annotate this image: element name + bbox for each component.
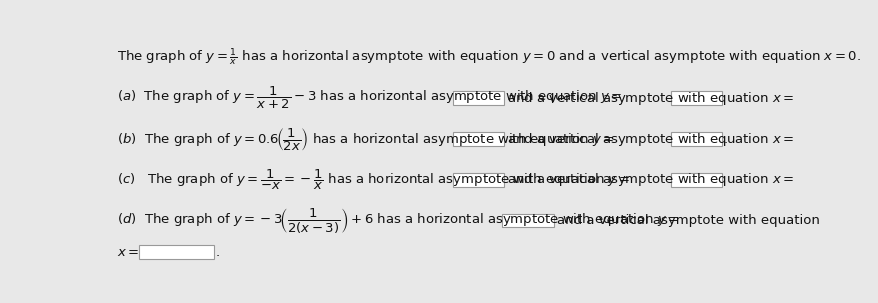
Text: and a vertical asymptote with equation $x =$: and a vertical asymptote with equation $… (507, 90, 794, 107)
Text: and a vertical asymptote with equation $x =$: and a vertical asymptote with equation $… (507, 171, 794, 188)
Text: and a vertical asymptote with equation $x =$: and a vertical asymptote with equation $… (507, 131, 794, 148)
Text: $(d)$  The graph of $y = -3\!\left(\dfrac{1}{2(x-3)}\right) + 6$ has a horizonta: $(d)$ The graph of $y = -3\!\left(\dfrac… (117, 206, 678, 235)
Text: .: . (723, 132, 727, 145)
Text: The graph of $y = \frac{1}{x}$ has a horizontal asymptote with equation $y = 0$ : The graph of $y = \frac{1}{x}$ has a hor… (117, 46, 860, 67)
FancyBboxPatch shape (670, 132, 722, 146)
Text: $x =$: $x =$ (117, 246, 139, 259)
FancyBboxPatch shape (452, 92, 504, 105)
FancyBboxPatch shape (139, 245, 214, 259)
FancyBboxPatch shape (452, 132, 504, 146)
FancyBboxPatch shape (501, 214, 553, 228)
Text: $(c)$   The graph of $y = \dfrac{1}{-x} = -\dfrac{1}{x}$ has a horizontal asympt: $(c)$ The graph of $y = \dfrac{1}{-x} = … (117, 168, 629, 192)
Text: $(b)$  The graph of $y = 0.6\!\left(\dfrac{1}{2x}\right)$ has a horizontal asymp: $(b)$ The graph of $y = 0.6\!\left(\dfra… (117, 125, 614, 152)
FancyBboxPatch shape (452, 173, 504, 187)
Text: and a vertical asymptote with equation: and a vertical asymptote with equation (556, 214, 818, 227)
FancyBboxPatch shape (670, 173, 722, 187)
Text: .: . (215, 246, 220, 259)
FancyBboxPatch shape (670, 92, 722, 105)
Text: $(a)$  The graph of $y = \dfrac{1}{x+2} - 3$ has a horizontal asymptote with equ: $(a)$ The graph of $y = \dfrac{1}{x+2} -… (117, 85, 622, 111)
